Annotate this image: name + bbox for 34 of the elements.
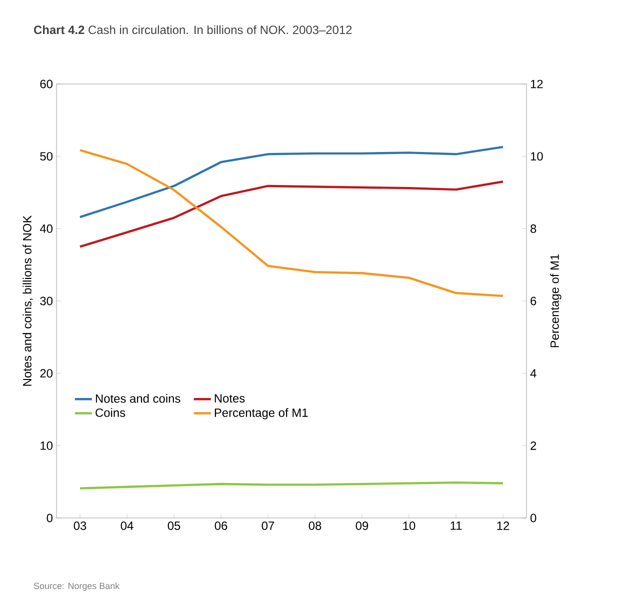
y2-tick-label: 2 bbox=[530, 441, 536, 450]
y2-tick-label: 10 bbox=[530, 152, 543, 161]
y2-tick-label: 6 bbox=[530, 296, 536, 306]
x-tick-label: 08 bbox=[308, 522, 322, 530]
y-tick-label: 20 bbox=[40, 369, 53, 378]
x-tick-label: 10 bbox=[403, 522, 416, 530]
x-tick-label: 07 bbox=[262, 522, 274, 530]
x-tick-label: 05 bbox=[168, 522, 180, 530]
y-tick-label: 60 bbox=[40, 80, 53, 88]
y2-tick-label: 0 bbox=[530, 514, 536, 522]
y-tick-label: 40 bbox=[40, 224, 53, 233]
line-series bbox=[78, 146, 504, 218]
y2-tick-label: 8 bbox=[530, 224, 536, 233]
legend-label: Percentage of M1 bbox=[214, 408, 308, 420]
line-series bbox=[78, 149, 504, 298]
legend-label: Notes and coins bbox=[96, 394, 180, 403]
x-tick-label: 11 bbox=[450, 522, 462, 530]
legend-label: Notes bbox=[214, 394, 245, 403]
y2-tick-label: 4 bbox=[530, 369, 536, 378]
x-tick-label: 06 bbox=[214, 522, 228, 530]
x-tick-label: 03 bbox=[74, 522, 86, 530]
y-tick-label: 30 bbox=[40, 296, 53, 306]
y2-tick-label: 12 bbox=[530, 80, 543, 88]
chart-title: Chart 4.2 Cash in circulation. In billions of NOK. 2003–2012 bbox=[34, 25, 352, 34]
y-axis-title: Notes and coins, billions of NOK bbox=[22, 215, 33, 386]
y-tick-label: 0 bbox=[46, 514, 53, 522]
y-tick-label: 50 bbox=[40, 152, 53, 161]
legend-label: Coins bbox=[96, 408, 126, 417]
y-tick-label: 10 bbox=[40, 441, 53, 450]
x-tick-label: 12 bbox=[497, 522, 510, 530]
y2-axis-title: Percentage of M1 bbox=[550, 254, 562, 348]
x-tick-label: 04 bbox=[120, 522, 134, 530]
source-note: Source: Norges Bank bbox=[34, 582, 120, 591]
x-tick-label: 09 bbox=[356, 522, 368, 530]
